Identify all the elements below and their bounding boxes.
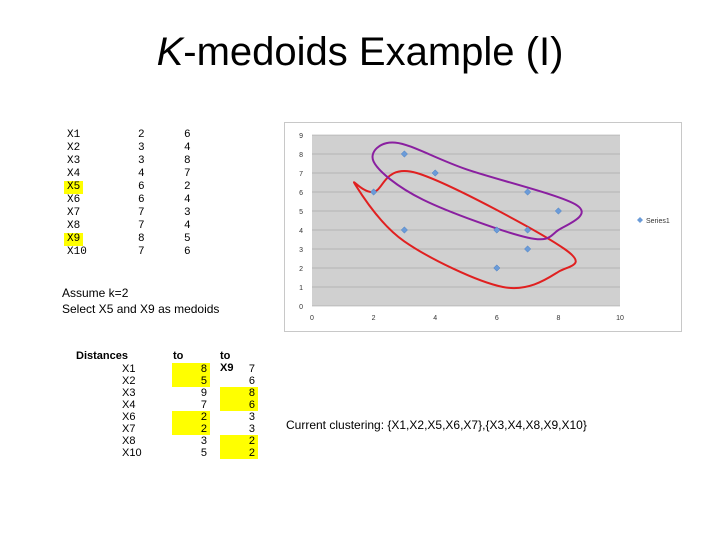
distance-label: X3 [122, 387, 136, 399]
x-tick-label: 0 [310, 315, 314, 322]
distance-to-x5: 2 [172, 423, 210, 435]
distance-label: X4 [122, 399, 136, 411]
data-point [370, 188, 378, 196]
distance-to-x9: 2 [220, 447, 258, 459]
point-x: 3 [138, 142, 145, 154]
distance-to-x5: 7 [200, 399, 207, 411]
assume-k: Assume k=2 [62, 286, 129, 300]
scatter-chart: 0 1 2 3 4 5 6 7 8 9 0 2 4 6 8 10 Series1 [284, 122, 682, 332]
point-x: 7 [138, 220, 145, 232]
x-tick-label: 8 [556, 315, 560, 322]
distance-to-x5: 3 [200, 435, 207, 447]
x-tick-label: 6 [495, 315, 499, 322]
col-to-x9: to X9 [220, 350, 234, 374]
title-italic-k: K [156, 30, 184, 74]
point-x: 7 [138, 246, 145, 258]
point-label: X8 [67, 220, 81, 232]
distance-to-x9: 8 [220, 387, 258, 399]
point-label: X6 [67, 194, 81, 206]
distance-to-x9: 7 [248, 363, 255, 375]
point-x: 2 [138, 129, 145, 141]
point-y: 6 [184, 129, 191, 141]
title-rest: -medoids Example (I) [183, 30, 564, 74]
cluster-outline-purple [371, 141, 583, 241]
point-y: 7 [184, 168, 191, 180]
point-y: 3 [184, 207, 191, 219]
point-x: 3 [138, 155, 145, 167]
point-x: 7 [138, 207, 145, 219]
distance-label: X7 [122, 423, 136, 435]
data-point [524, 226, 532, 234]
point-x: 6 [138, 181, 145, 193]
assumption-text: Assume k=2 Select X5 and X9 as medoids [62, 285, 219, 317]
y-tick-label: 8 [299, 152, 303, 159]
point-y: 5 [184, 233, 191, 245]
data-point [400, 226, 408, 234]
distance-to-x9: 6 [220, 399, 258, 411]
data-point [493, 264, 501, 272]
distance-to-x9: 2 [220, 435, 258, 447]
data-point [554, 207, 562, 215]
distance-label: X10 [122, 447, 142, 459]
point-y: 8 [184, 155, 191, 167]
x-tick-label: 2 [372, 315, 376, 322]
point-y: 4 [184, 142, 191, 154]
distance-label: X1 [122, 363, 136, 375]
select-medoids: Select X5 and X9 as medoids [62, 302, 220, 316]
distance-to-x9: 3 [248, 411, 255, 423]
distance-label: X6 [122, 411, 136, 423]
legend-marker [637, 217, 643, 223]
current-clustering: Current clustering: {X1,X2,X5,X6,X7},{X3… [286, 418, 587, 432]
legend-label: Series1 [646, 218, 670, 225]
y-tick-label: 9 [299, 133, 303, 140]
distance-to-x9: 6 [248, 375, 255, 387]
point-x: 4 [138, 168, 145, 180]
point-label: X3 [67, 155, 81, 167]
distance-to-x5: 8 [172, 363, 210, 375]
distance-label: X2 [122, 375, 136, 387]
y-tick-label: 2 [299, 266, 303, 273]
data-point [400, 150, 408, 158]
slide-title: K-medoids Example (I) [0, 30, 720, 75]
y-tick-label: 1 [299, 285, 303, 292]
point-x: 8 [138, 233, 145, 245]
data-point [493, 226, 501, 234]
point-label: X4 [67, 168, 81, 180]
y-tick-label: 3 [299, 247, 303, 254]
data-point [524, 188, 532, 196]
distance-to-x5: 5 [172, 375, 210, 387]
point-x: 6 [138, 194, 145, 206]
point-y: 4 [184, 220, 191, 232]
x-tick-label: 4 [433, 315, 437, 322]
y-tick-label: 6 [299, 190, 303, 197]
point-label: X9 [64, 233, 84, 246]
point-label: X7 [67, 207, 81, 219]
distance-to-x9: 3 [248, 423, 255, 435]
y-tick-label: 5 [299, 209, 303, 216]
distance-to-x5: 9 [200, 387, 207, 399]
data-point [431, 169, 439, 177]
point-label: X10 [67, 246, 87, 258]
data-point [524, 245, 532, 253]
plot-area [312, 135, 620, 306]
point-label: X2 [67, 142, 81, 154]
point-y: 2 [184, 181, 191, 193]
point-y: 6 [184, 246, 191, 258]
point-label: X1 [67, 129, 81, 141]
cluster-outline-red [353, 170, 577, 290]
distances-header: Distances [76, 350, 128, 362]
x-tick-label: 10 [616, 315, 624, 322]
y-tick-label: 0 [299, 304, 303, 311]
y-tick-label: 4 [299, 228, 303, 235]
distance-to-x5: 5 [200, 447, 207, 459]
point-label: X5 [64, 181, 84, 194]
distance-to-x5: 2 [172, 411, 210, 423]
distance-label: X8 [122, 435, 136, 447]
y-tick-label: 7 [299, 171, 303, 178]
point-y: 4 [184, 194, 191, 206]
